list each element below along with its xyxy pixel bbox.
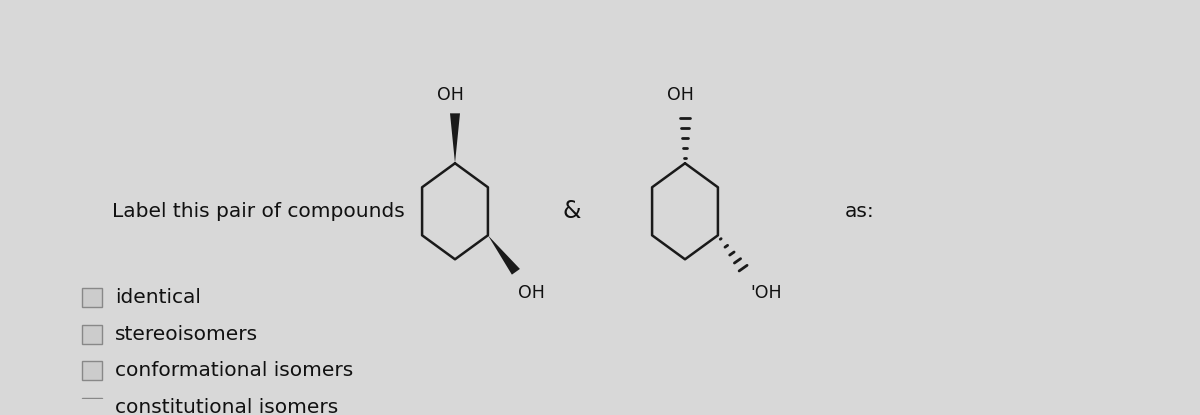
Text: as:: as: [845,202,875,221]
Polygon shape [450,113,460,163]
Text: OH: OH [666,86,694,104]
Text: OH: OH [437,86,463,104]
Text: Label this pair of compounds: Label this pair of compounds [112,202,404,221]
FancyBboxPatch shape [82,361,102,380]
FancyBboxPatch shape [82,398,102,415]
Text: identical: identical [115,288,200,307]
Text: constitutional isomers: constitutional isomers [115,398,338,415]
Text: conformational isomers: conformational isomers [115,361,353,380]
FancyBboxPatch shape [82,288,102,308]
Text: stereoisomers: stereoisomers [115,325,258,344]
FancyBboxPatch shape [82,325,102,344]
Text: OH: OH [518,284,545,302]
Text: &: & [563,199,581,223]
Polygon shape [488,235,520,275]
Text: 'OH: 'OH [750,284,781,302]
